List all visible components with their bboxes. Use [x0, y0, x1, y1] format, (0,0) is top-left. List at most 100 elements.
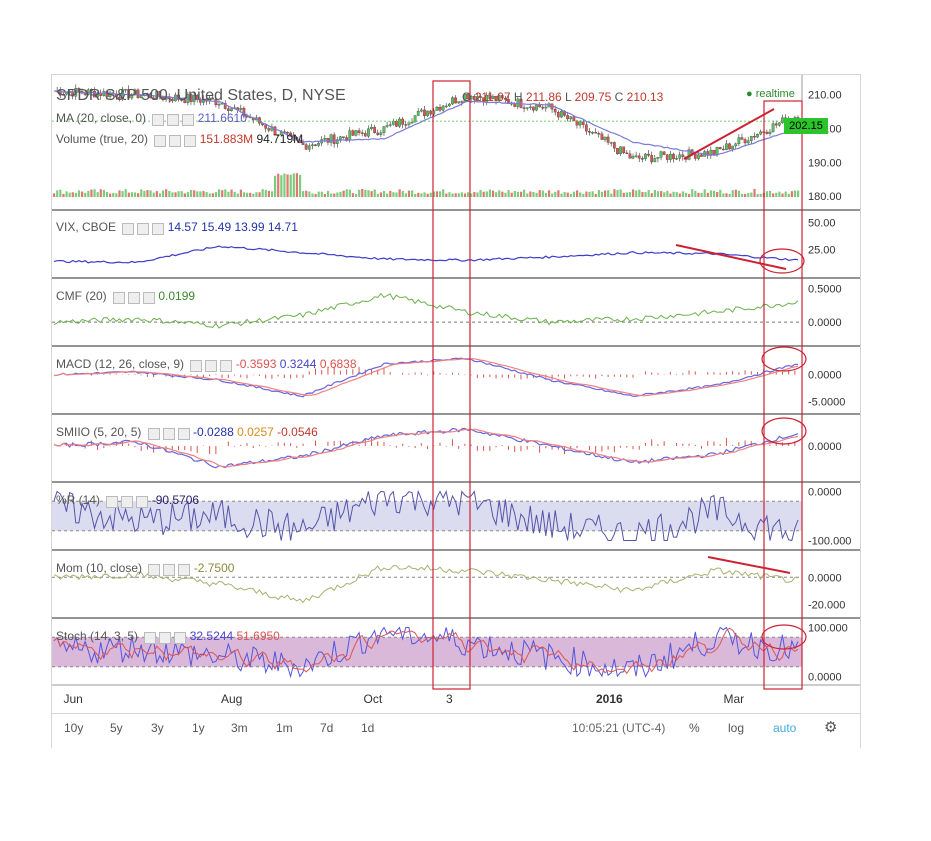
volume-bar	[392, 192, 395, 197]
volume-bar	[709, 190, 713, 197]
volume-bar	[127, 192, 130, 197]
volume-bar	[454, 193, 457, 197]
volume-bar	[697, 192, 700, 197]
realtime-label: realtime	[755, 88, 795, 100]
study-controls-icon	[149, 112, 195, 126]
price-candle	[416, 111, 420, 116]
chart-container[interactable]: 210.00200.00190.00180.0050.0025.000.5000…	[51, 74, 861, 748]
volume-bar	[672, 191, 675, 197]
range-1y-button[interactable]: 1y	[192, 721, 205, 735]
x-tick-label: Mar	[724, 692, 745, 706]
price-candle	[569, 116, 573, 120]
range-10y-button[interactable]: 10y	[64, 721, 84, 735]
price-candle	[367, 128, 370, 137]
volume-bar	[675, 192, 678, 197]
price-candle	[777, 122, 781, 126]
trendline-mom	[707, 556, 791, 574]
x-tick-label: 3	[446, 692, 453, 706]
price-candle	[628, 153, 632, 159]
price-candle	[693, 153, 697, 159]
range-3y-button[interactable]: 3y	[151, 721, 164, 735]
log-scale-button[interactable]: log	[728, 721, 745, 735]
price-candle	[444, 105, 448, 108]
volume-legend[interactable]: Volume (true, 20) 151.883M 94.719M	[56, 132, 303, 147]
ohlc-c-val: 210.13	[626, 90, 664, 104]
price-candle	[404, 124, 408, 126]
volume-bar	[790, 191, 793, 197]
chart-svg[interactable]: 210.00200.00190.00180.0050.0025.000.5000…	[52, 75, 860, 715]
willr-tick-label: -100.000	[808, 536, 851, 548]
realtime-indicator[interactable]: ● realtime	[746, 88, 795, 100]
volume-bar	[572, 191, 576, 197]
volume-bar	[532, 191, 535, 197]
smiio-legend[interactable]: SMIIO (5, 20, 5) -0.0288 0.0257 -0.0546	[56, 425, 318, 440]
smiio-v1: -0.0288	[193, 425, 234, 439]
volume-bar	[681, 191, 685, 197]
volume-value-1: 151.883M	[199, 132, 254, 146]
symbol-title: SPDR S&P 500, United States, D, NYSE	[56, 87, 346, 104]
price-candle	[597, 133, 601, 135]
price-candle	[180, 99, 183, 101]
range-3m-button[interactable]: 3m	[231, 721, 248, 735]
mom-label: Mom (10, close)	[56, 561, 143, 575]
ma-legend[interactable]: MA (20, close, 0) 211.6610	[56, 111, 247, 126]
volume-bar	[112, 192, 115, 197]
percent-scale-button[interactable]: %	[689, 721, 700, 735]
price-candle	[124, 89, 127, 91]
range-5y-button[interactable]: 5y	[110, 721, 123, 735]
volume-bar	[728, 193, 731, 197]
price-candle	[426, 110, 429, 116]
mom-legend[interactable]: Mom (10, close) -2.7500	[56, 561, 234, 576]
volume-bar	[90, 189, 93, 197]
volume-bar	[255, 192, 258, 197]
macd-legend[interactable]: MACD (12, 26, close, 9) -0.3593 0.3244 0…	[56, 357, 357, 372]
price-candle	[466, 94, 470, 100]
volume-bar	[691, 189, 694, 197]
range-1m-button[interactable]: 1m	[276, 721, 293, 735]
price-candle	[276, 134, 280, 136]
price-candle	[709, 149, 713, 156]
volume-bar	[137, 193, 140, 197]
volume-bar	[647, 190, 650, 197]
auto-scale-button[interactable]: auto	[773, 721, 797, 735]
volume-bar	[152, 192, 155, 197]
volume-bar	[227, 191, 230, 197]
volume-bar	[719, 189, 722, 197]
volume-bar	[787, 193, 790, 197]
volume-bar	[513, 190, 516, 197]
ohlc-o-val: 211.07	[474, 90, 511, 104]
range-1d-button[interactable]: 1d	[361, 721, 375, 735]
willr-legend[interactable]: %R (14) -90.5706	[56, 493, 199, 508]
settings-gear-icon[interactable]: ⚙	[824, 719, 838, 736]
study-controls-icon	[141, 630, 187, 644]
price-candle	[603, 136, 607, 140]
study-controls-icon	[110, 290, 156, 304]
smiio-signal-line	[53, 428, 799, 468]
volume-bar	[336, 192, 339, 197]
range-7d-button[interactable]: 7d	[320, 721, 334, 735]
volume-bar	[330, 193, 333, 197]
price-candle	[771, 123, 775, 133]
cmf-legend[interactable]: CMF (20) 0.0199	[56, 289, 195, 304]
volume-bar	[557, 190, 560, 197]
price-candle	[360, 132, 364, 134]
volume-bar	[501, 191, 504, 197]
volume-bar	[168, 190, 171, 197]
volume-bar	[289, 174, 292, 197]
stoch-legend[interactable]: Stoch (14, 3, 5) 32.5244 51.6950	[56, 629, 280, 644]
x-tick-label: Aug	[221, 692, 242, 706]
price-candle	[560, 110, 563, 118]
cmf-tick-label: 0.5000	[808, 283, 842, 295]
volume-bar	[407, 190, 411, 197]
volume-bar	[99, 189, 102, 197]
volume-bar	[467, 192, 470, 197]
price-candle	[625, 152, 629, 155]
price-candle	[672, 153, 675, 160]
volume-bar	[588, 191, 591, 197]
price-candle	[756, 133, 759, 138]
volume-bar	[476, 192, 479, 197]
price-candle	[230, 108, 233, 111]
price-candle	[712, 149, 716, 155]
price-candle	[441, 105, 445, 111]
vix-legend[interactable]: VIX, CBOE 14.57 15.49 13.99 14.71	[56, 220, 298, 235]
